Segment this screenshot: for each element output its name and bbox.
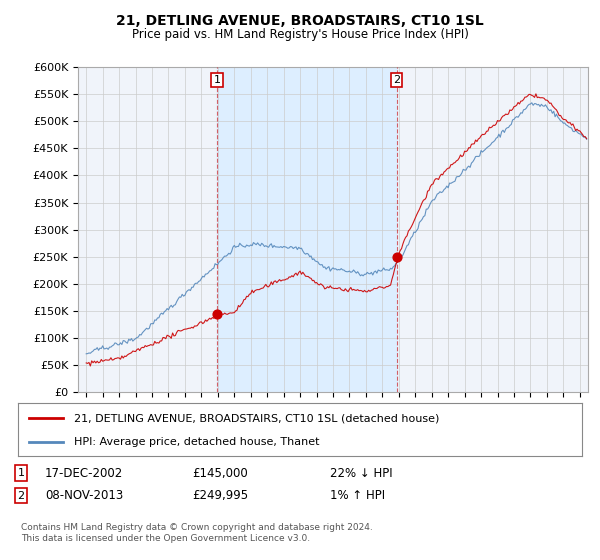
Text: £145,000: £145,000 xyxy=(192,466,248,480)
Text: 2: 2 xyxy=(393,75,400,85)
Text: 2: 2 xyxy=(17,491,25,501)
Text: 08-NOV-2013: 08-NOV-2013 xyxy=(45,489,123,502)
Text: 22% ↓ HPI: 22% ↓ HPI xyxy=(330,466,392,480)
Point xyxy=(212,309,222,318)
Text: Contains HM Land Registry data © Crown copyright and database right 2024.
This d: Contains HM Land Registry data © Crown c… xyxy=(21,524,373,543)
Point xyxy=(392,252,401,261)
Text: HPI: Average price, detached house, Thanet: HPI: Average price, detached house, Than… xyxy=(74,436,320,446)
Text: 17-DEC-2002: 17-DEC-2002 xyxy=(45,466,123,480)
Text: 1: 1 xyxy=(214,75,221,85)
Text: 21, DETLING AVENUE, BROADSTAIRS, CT10 1SL (detached house): 21, DETLING AVENUE, BROADSTAIRS, CT10 1S… xyxy=(74,413,440,423)
Bar xyxy=(217,67,397,392)
Text: 1: 1 xyxy=(17,468,25,478)
Text: 1% ↑ HPI: 1% ↑ HPI xyxy=(330,489,385,502)
Text: 21, DETLING AVENUE, BROADSTAIRS, CT10 1SL: 21, DETLING AVENUE, BROADSTAIRS, CT10 1S… xyxy=(116,14,484,28)
Text: £249,995: £249,995 xyxy=(192,489,248,502)
Text: Price paid vs. HM Land Registry's House Price Index (HPI): Price paid vs. HM Land Registry's House … xyxy=(131,28,469,41)
